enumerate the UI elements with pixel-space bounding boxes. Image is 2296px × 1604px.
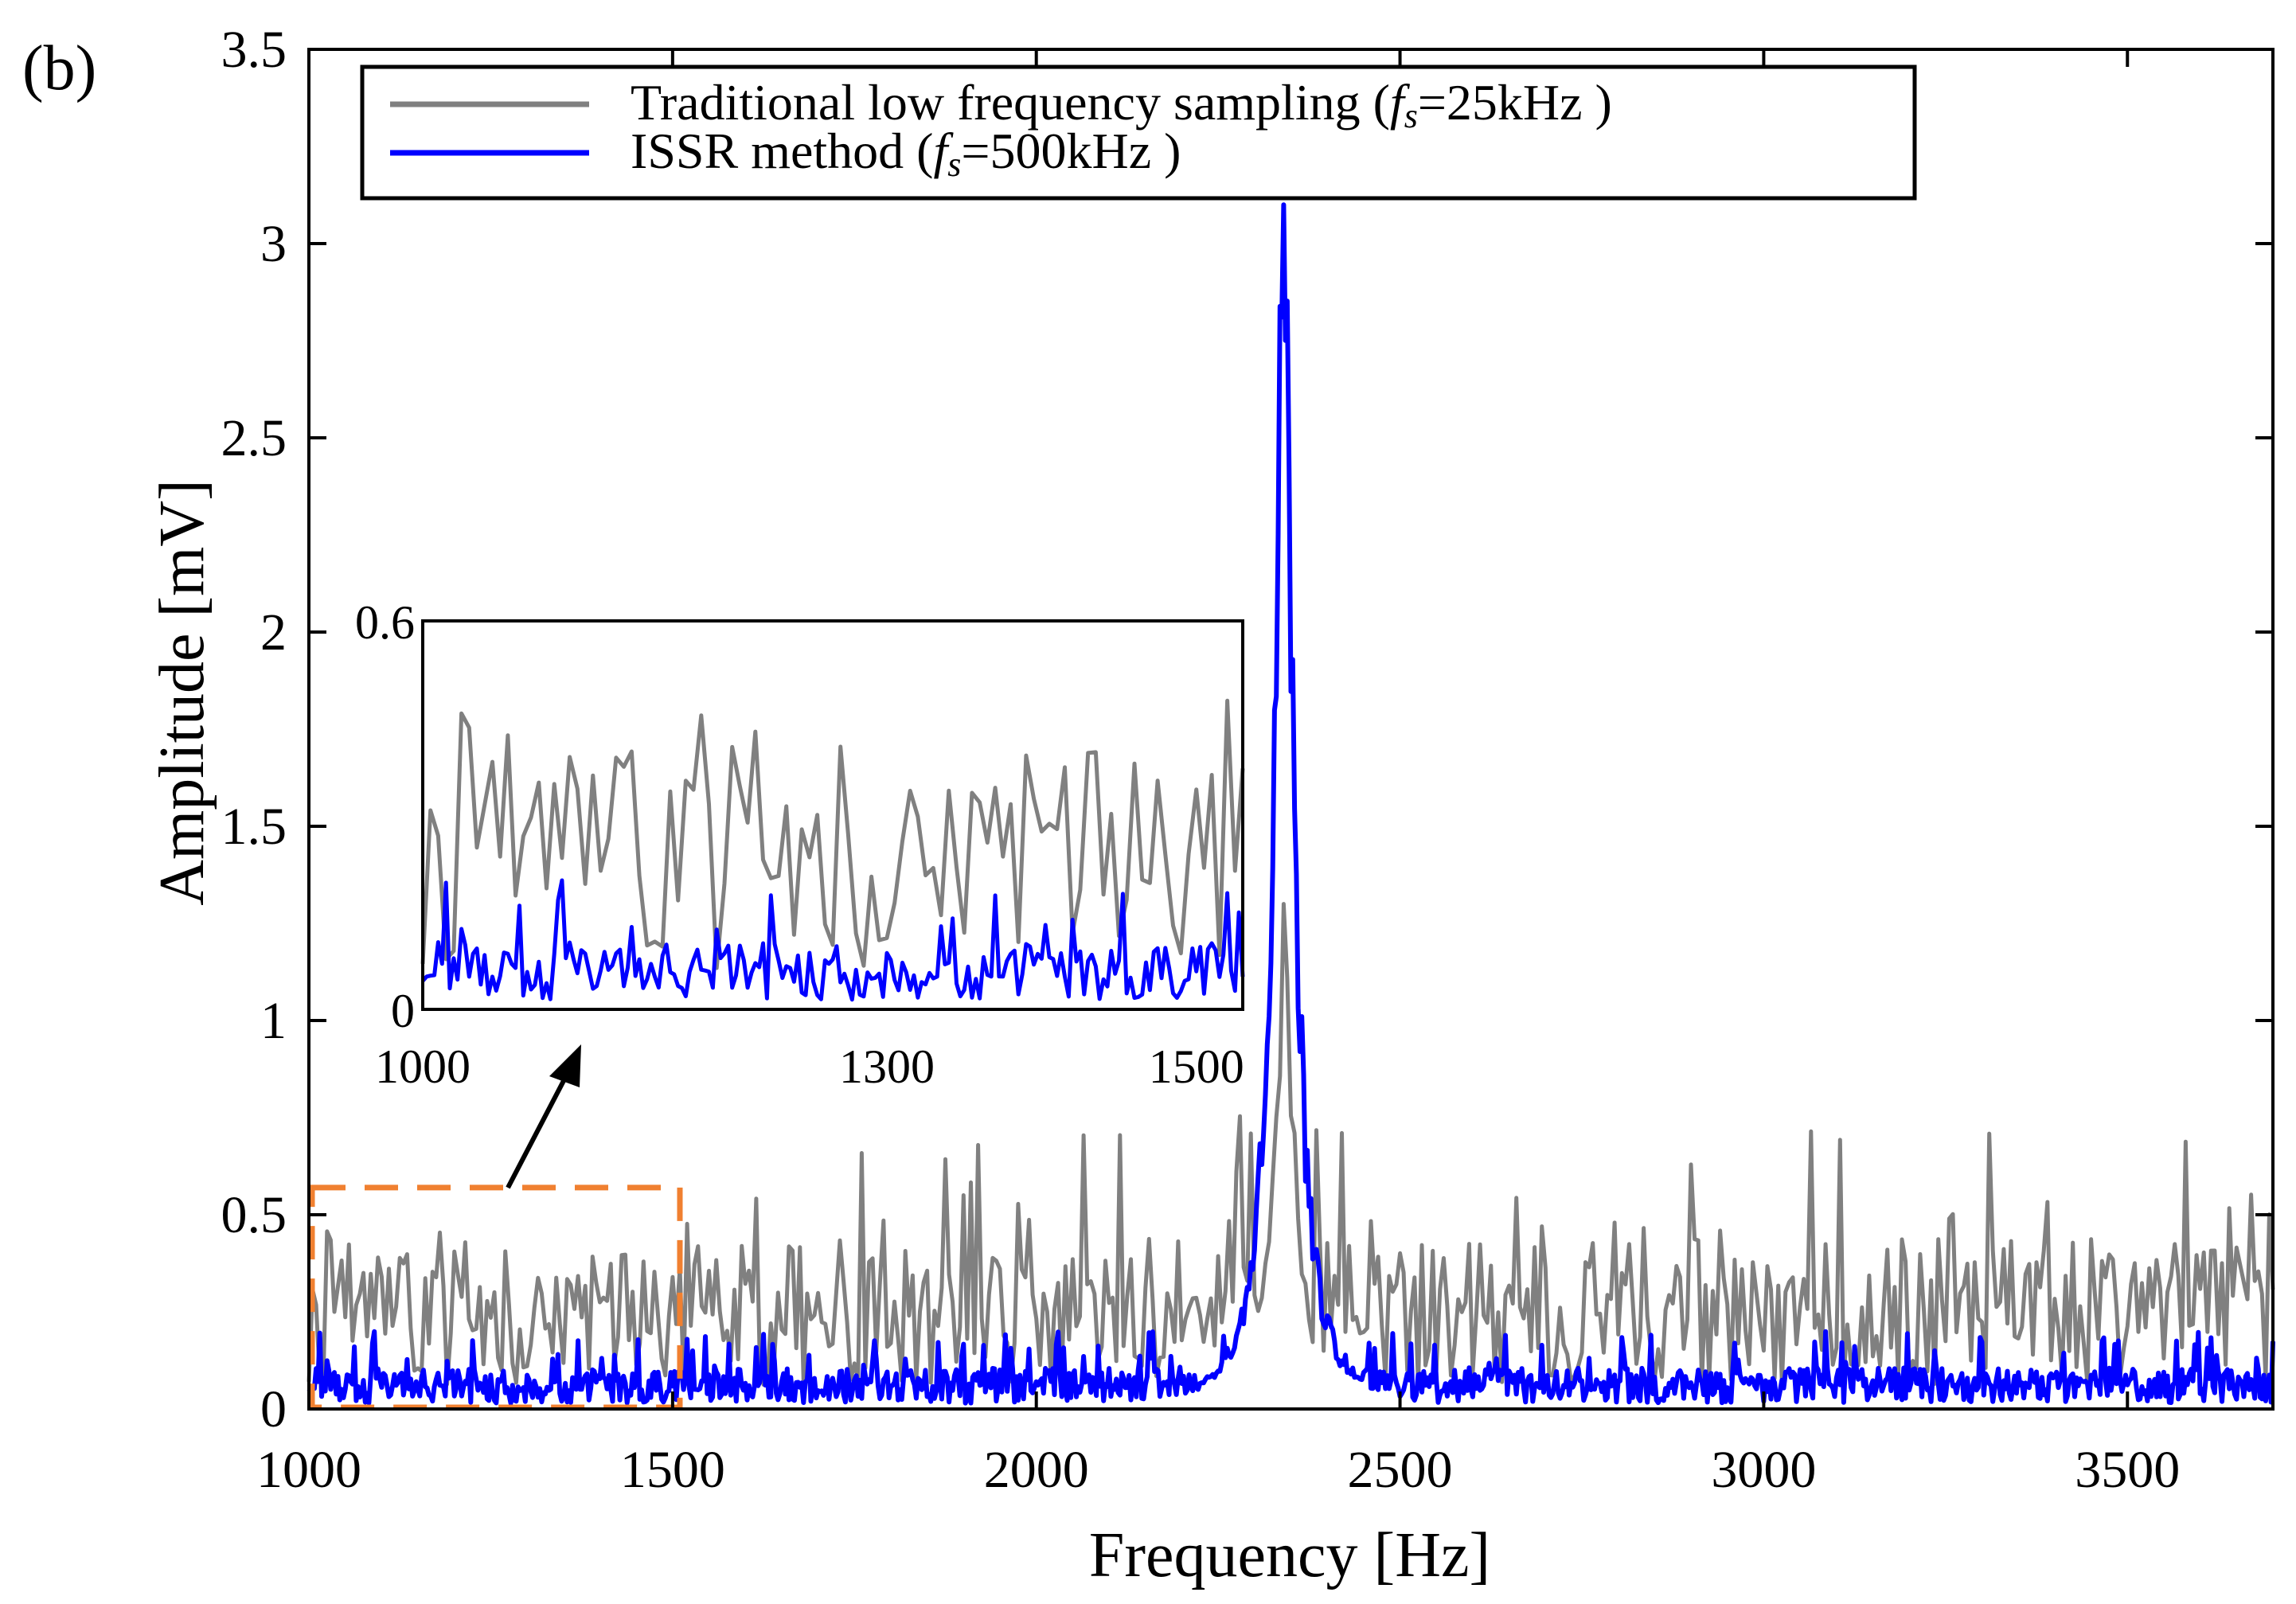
inset-series-line-0 [420, 698, 1245, 970]
inset-x-tick-label-1300: 1300 [839, 1040, 935, 1093]
x-axis-label: Frequency [Hz] [1089, 1520, 1490, 1590]
series-line-1 [307, 202, 2275, 1406]
y-axis-label: Amplitude [mV] [147, 479, 217, 905]
inset-series-layer [420, 698, 1245, 1002]
y-tick-label-5: 2.5 [221, 409, 287, 467]
legend: Traditional low frequency sampling (fs=2… [360, 64, 1917, 201]
x-tick-label-3000: 3000 [1711, 1441, 1816, 1499]
zoom-arrow-shaft [506, 1073, 569, 1189]
legend-label-traditional: Traditional low frequency sampling (fs=2… [631, 74, 1612, 135]
ticklabel-layer: 1000 1500 2000 2500 3000 3500 0 0.5 1 1.5 2 2.5 3 3.5 [221, 21, 2181, 1499]
zoom-region-box [309, 1184, 683, 1411]
y-tick-label-7: 3.5 [221, 21, 287, 79]
y-tick-label-3: 1.5 [221, 798, 287, 856]
y-tick-label-4: 2 [260, 603, 287, 662]
panel-label: (b) [22, 33, 96, 103]
zoom-arrow [506, 1044, 581, 1189]
zoom-arrow-head [549, 1044, 581, 1087]
series-layer [307, 202, 2275, 1406]
inset-series-line-1 [421, 878, 1245, 1002]
zoom-layer [309, 1184, 683, 1411]
inset-x-tick-label-1000: 1000 [375, 1040, 471, 1093]
inset-y-tick-label-1: 0.6 [355, 596, 415, 649]
inset: 1000 1300 1500 0 0.6 [355, 596, 1245, 1093]
legend-label-issr: ISSR method (fs=500kHz ) [631, 123, 1181, 184]
y-tick-label-6: 3 [260, 215, 287, 273]
x-tick-label-3500: 3500 [2075, 1441, 2180, 1499]
inset-frame [421, 619, 1244, 1011]
y-tick-label-1: 0.5 [221, 1186, 287, 1244]
y-tick-label-2: 1 [260, 992, 287, 1050]
plot-frame [307, 48, 2275, 1411]
inset-label-layer: 1000 1300 1500 0 0.6 [355, 596, 1244, 1093]
x-tick-label-1500: 1500 [620, 1441, 725, 1499]
x-tick-label-2500: 2500 [1348, 1441, 1453, 1499]
inset-x-tick-label-1500: 1500 [1149, 1040, 1244, 1093]
x-tick-label-2000: 2000 [984, 1441, 1089, 1499]
legend-box [360, 64, 1917, 201]
y-tick-label-0: 0 [260, 1380, 287, 1438]
inset-y-tick-label-0: 0 [391, 985, 415, 1037]
ticks-layer [307, 48, 2273, 1411]
x-tick-label-1000: 1000 [256, 1441, 361, 1499]
